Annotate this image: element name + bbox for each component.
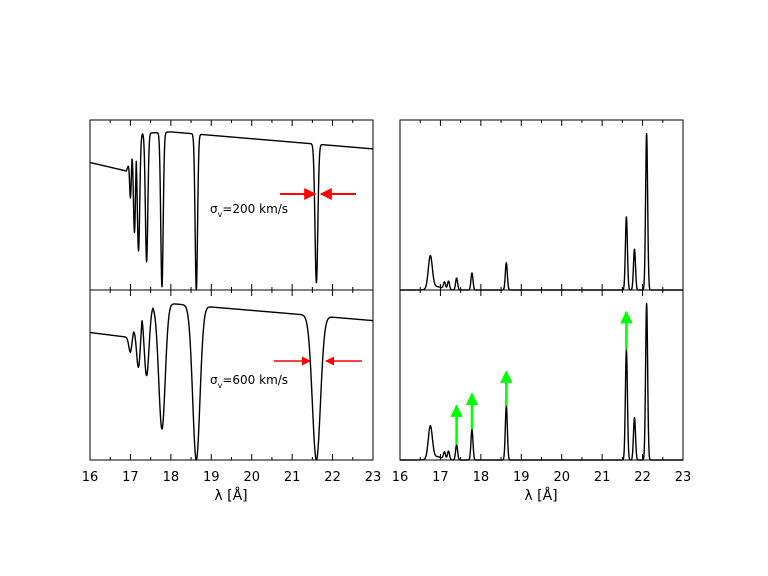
sigma-600-label: σv=600 km/s bbox=[210, 373, 288, 390]
right-x-axis-label: λ [Å] bbox=[524, 487, 557, 504]
x-tick-label: 16 bbox=[82, 470, 99, 485]
right-x-ticks: 16 17 18 19 20 21 22 23 bbox=[392, 120, 692, 485]
x-tick-label: 23 bbox=[675, 470, 692, 485]
x-tick-label: 20 bbox=[553, 470, 570, 485]
x-tick-label: 21 bbox=[594, 470, 611, 485]
x-tick-label: 22 bbox=[634, 470, 651, 485]
x-tick-label: 19 bbox=[513, 470, 530, 485]
sigma-200-label: σv=200 km/s bbox=[210, 202, 288, 219]
spectrum-top-right bbox=[399, 132, 684, 291]
x-tick-label: 17 bbox=[432, 470, 449, 485]
x-tick-label: 17 bbox=[122, 470, 139, 485]
spectrum-bottom-right bbox=[399, 302, 684, 461]
left-panel: σv=200 km/s σv=600 km/s 16 17 18 19 20 21 22 23… bbox=[82, 119, 382, 504]
x-tick-label: 23 bbox=[365, 470, 382, 485]
x-tick-label: 21 bbox=[284, 470, 301, 485]
green-arrows bbox=[450, 310, 633, 445]
spectrum-bottom-left bbox=[89, 303, 374, 461]
left-x-axis-label: λ [Å] bbox=[214, 487, 247, 504]
x-tick-label: 18 bbox=[163, 470, 180, 485]
x-tick-label: 19 bbox=[203, 470, 220, 485]
x-tick-label: 16 bbox=[392, 470, 409, 485]
x-tick-label: 18 bbox=[473, 470, 490, 485]
x-tick-label: 22 bbox=[324, 470, 341, 485]
spectrum-top-left bbox=[89, 131, 374, 291]
right-panel: 16 17 18 19 20 21 22 23 λ [Å] bbox=[392, 119, 692, 504]
left-x-ticks: 16 17 18 19 20 21 22 23 bbox=[82, 120, 382, 485]
x-tick-label: 20 bbox=[243, 470, 260, 485]
